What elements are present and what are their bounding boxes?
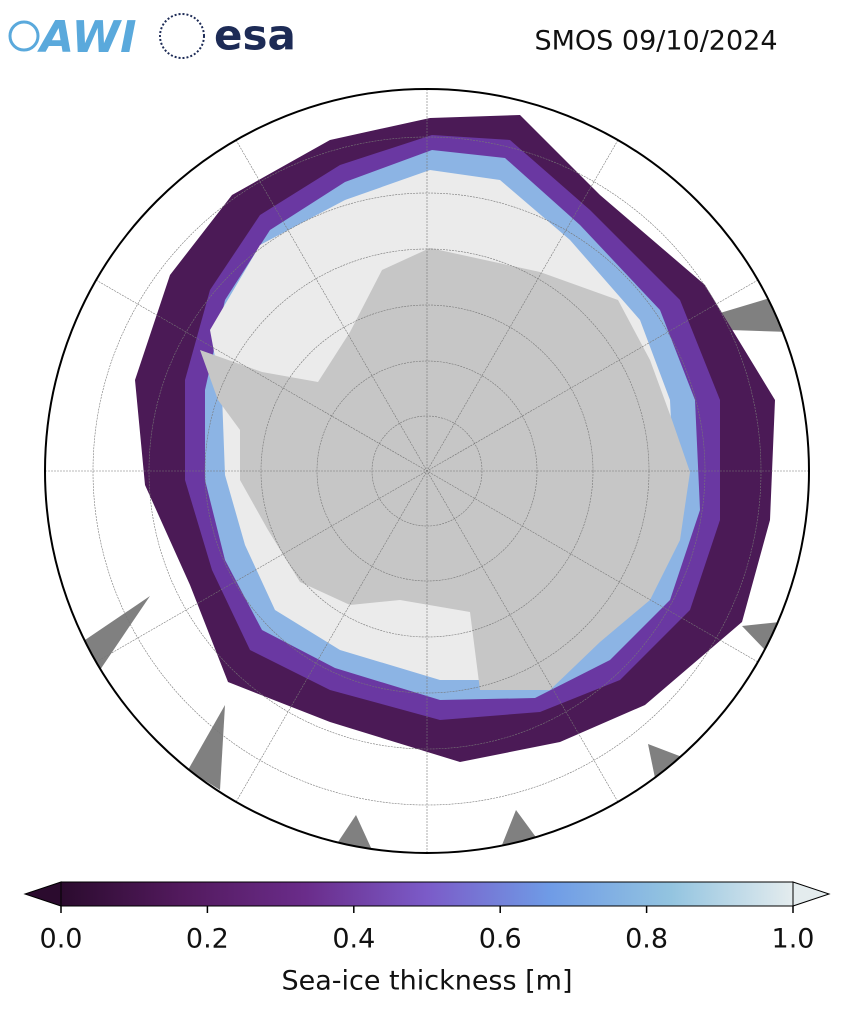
awi-globe [8, 20, 40, 52]
map [45, 89, 809, 853]
colorbar-tick-label: 0.0 [40, 924, 83, 955]
map-border [44, 88, 810, 854]
colorbar-tick-label: 0.2 [186, 924, 229, 955]
awi-logo: AWI [37, 12, 137, 63]
colorbar-tick-label: 0.4 [332, 924, 375, 955]
colorbar-tick-label: 1.0 [772, 924, 815, 955]
colorbar-body [60, 881, 794, 907]
colorbar-extend-high [792, 881, 831, 907]
esa-logo: esa [214, 11, 296, 60]
colorbar-label: Sea-ice thickness [m] [281, 966, 572, 997]
colorbar [23, 881, 831, 913]
colorbar-tick-label: 0.6 [479, 924, 522, 955]
antarctica [200, 248, 690, 690]
colorbar-extend-low [23, 881, 62, 907]
esa-mark [159, 13, 205, 59]
graticule [45, 89, 809, 853]
logos: AWI esa [8, 11, 296, 63]
colorbar-tick-label: 0.8 [625, 924, 668, 955]
map-title: SMOS 09/10/2024 [534, 26, 777, 57]
